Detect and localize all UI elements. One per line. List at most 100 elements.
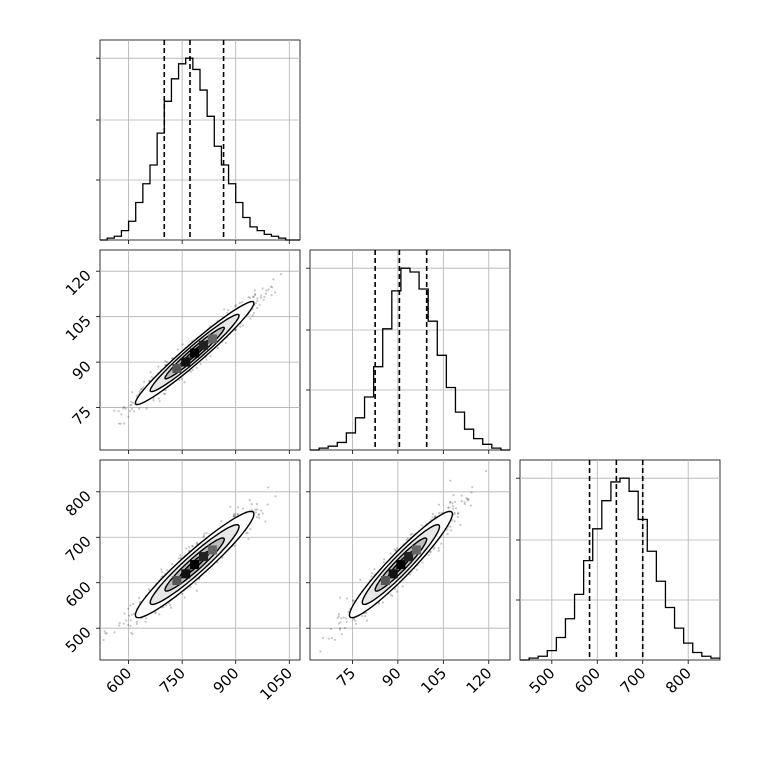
pair-0-2-sample-point: [123, 613, 125, 615]
pair-0-1-sample-point: [164, 360, 166, 362]
pair-0-2-sample-point: [242, 508, 244, 510]
pair-1-2-sample-point: [345, 617, 347, 619]
pair-0-1-sample-point: [150, 371, 152, 373]
pair-0-2-sample-point: [148, 588, 150, 590]
pair-0-1-sample-point: [138, 408, 140, 410]
pair-1-2-sample-point: [390, 593, 392, 595]
pair-0-2-sample-point: [113, 631, 115, 633]
pair-1-2-sample-point: [446, 529, 448, 531]
pair-1-2-xtick-label-2: 105: [417, 664, 450, 697]
pair-0-1-sample-point: [118, 410, 120, 412]
pair-0-1-sample-point: [192, 369, 194, 371]
pair-0-2-sample-point: [249, 499, 251, 501]
pair-0-1-ytick-label-0: 75: [69, 403, 95, 429]
pair-0-2-sample-point: [245, 532, 247, 534]
pair-1-2-sample-point: [383, 558, 385, 560]
pair-0-2-sample-point: [251, 503, 253, 505]
pair-1-2-sample-point: [355, 623, 357, 625]
pair-0-2-sample-point: [161, 571, 163, 573]
pair-0-2-sample-point: [229, 506, 231, 508]
pair-0-2-sample-point: [127, 608, 129, 610]
pair-1-2-sample-point: [389, 552, 391, 554]
pair-0-2-sample-point: [247, 538, 249, 540]
pair-0-1-sample-point: [184, 381, 186, 383]
pair-0-2-sample-point: [185, 547, 187, 549]
pair-0-1-sample-point: [159, 400, 161, 402]
pair-0-1-sample-point: [158, 397, 160, 399]
pair-0-2-sample-point: [133, 613, 135, 615]
pair-1-2-sample-point: [371, 575, 373, 577]
pair-0-2-sample-point: [256, 503, 258, 505]
pair-0-1-sample-point: [205, 358, 207, 360]
pair-0-2-sample-point: [260, 509, 262, 511]
pair-1-2-sample-point: [471, 486, 473, 488]
pair-0-2-sample-point: [104, 630, 106, 632]
pair-0-1-sample-point: [210, 355, 212, 357]
pair-1-2-sample-point: [396, 547, 398, 549]
pair-0-2-ytick-label-2: 700: [62, 532, 95, 565]
pair-0-1-sample-point: [190, 370, 192, 372]
hist-2-frame: [520, 460, 720, 660]
pair-1-2-sample-point: [346, 621, 348, 623]
pair-0-1-density-cell: [172, 364, 181, 373]
pair-1-2-sample-point: [338, 613, 340, 615]
pair-0-1-sample-point: [239, 302, 241, 304]
pair-0-2-sample-point: [166, 569, 168, 571]
pair-0-2-sample-point: [130, 632, 132, 634]
pair-0-1-sample-point: [182, 343, 184, 345]
pair-0-1-density-cell: [199, 341, 208, 350]
pair-1-2-sample-point: [431, 516, 433, 518]
pair-0-1-sample-point: [157, 365, 159, 367]
pair-0-2-sample-point: [255, 511, 257, 513]
pair-0-2-xtick-label-1: 750: [156, 664, 189, 697]
pair-1-2-sample-point: [449, 501, 451, 503]
pair-0-2-sample-point: [136, 621, 138, 623]
pair-0-1-sample-point: [125, 408, 127, 410]
pair-0-1-ytick-label-1: 90: [69, 357, 95, 383]
pair-1-2-sample-point: [396, 590, 398, 592]
pair-0-1-content: [97, 273, 282, 436]
pair-0-1-sample-point: [225, 342, 227, 344]
hist-2-xtick-label-0: 500: [526, 664, 559, 697]
pair-0-1-sample-point: [267, 288, 269, 290]
pair-0-2-sample-point: [262, 512, 264, 514]
pair-1-2-xtick-label-1: 90: [378, 664, 404, 690]
pair-0-2-sample-point: [256, 516, 258, 518]
pair-0-2-sample-point: [145, 617, 147, 619]
pair-0-1-sample-point: [249, 297, 251, 299]
pair-1-2-sample-point: [330, 628, 332, 630]
pair-0-1-sample-point: [254, 289, 256, 291]
pair-0-2-sample-point: [118, 624, 120, 626]
pair-1-2-sample-point: [438, 504, 440, 506]
pair-0-1-sample-point: [265, 292, 267, 294]
pair-1-2-sample-point: [446, 533, 448, 535]
pair-0-1-sample-point: [133, 410, 135, 412]
pair-0-1-sample-point: [254, 294, 256, 296]
pair-1-2-sample-point: [470, 491, 472, 493]
hist-1-step-outline: [310, 268, 510, 450]
pair-0-1-sample-point: [120, 413, 122, 415]
pair-1-2-sample-point: [328, 638, 330, 640]
pair-0-1-density-cell: [208, 334, 217, 343]
pair-1-2-sample-point: [449, 480, 451, 482]
pair-0-2-sample-point: [191, 545, 193, 547]
pair-1-2-sample-point: [339, 597, 341, 599]
pair-0-2-sample-point: [125, 619, 127, 621]
pair-0-2-sample-point: [129, 619, 131, 621]
pair-1-2-sample-point: [364, 615, 366, 617]
pair-0-2-sample-point: [274, 495, 276, 497]
hist-2-step-outline: [520, 478, 720, 660]
pair-1-2-sample-point: [338, 623, 340, 625]
pair-1-2-sample-point: [319, 650, 321, 652]
pair-0-1-sample-point: [256, 300, 258, 302]
pair-0-1-sample-point: [249, 318, 251, 320]
pair-0-2-sample-point: [258, 517, 260, 519]
pair-0-1-ytick-label-3: 120: [62, 266, 95, 299]
pair-0-1-sample-point: [129, 404, 131, 406]
pair-0-1-sample-point: [253, 312, 255, 314]
pair-0-1-sample-point: [265, 290, 267, 292]
pair-0-1-sample-point: [263, 296, 265, 298]
pair-0-1-sample-point: [239, 325, 241, 327]
pair-0-2-density-cell: [208, 545, 217, 554]
pair-0-1-sample-point: [129, 410, 131, 412]
